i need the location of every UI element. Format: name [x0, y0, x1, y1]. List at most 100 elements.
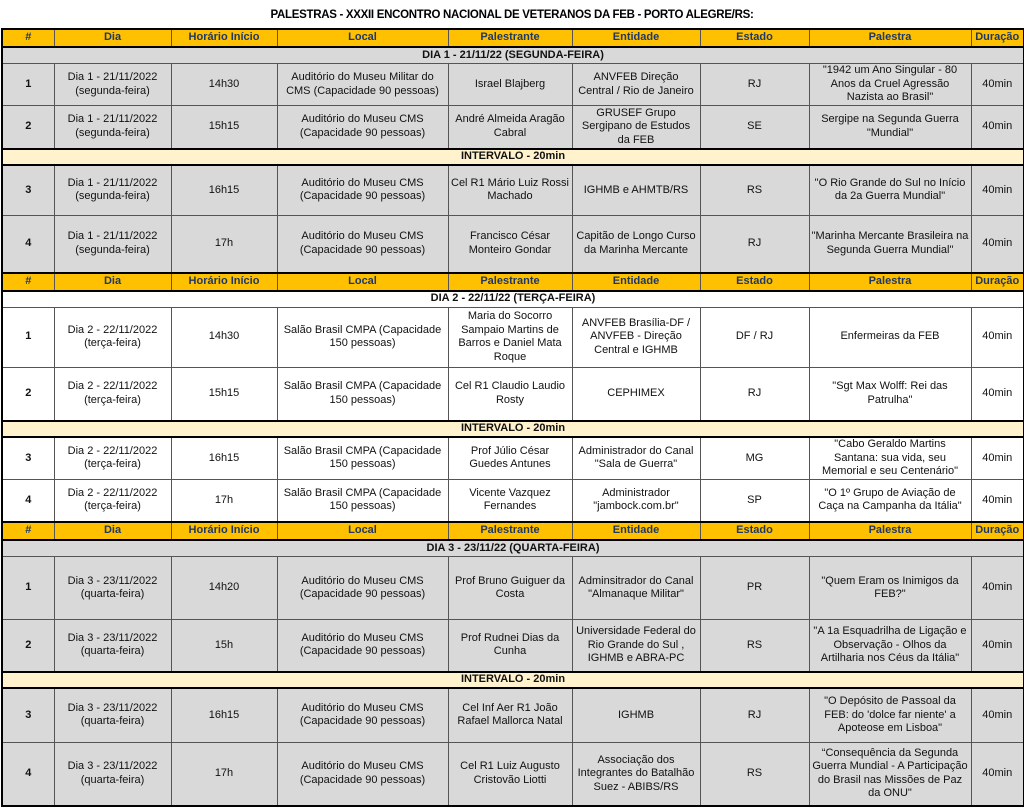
column-header-row-number: #	[1, 28, 55, 48]
cell-duration: 40min	[970, 215, 1024, 273]
cell-duration: 40min	[970, 556, 1024, 620]
cell-entity: CEPHIMEX	[571, 366, 701, 422]
cell-row-number: 4	[1, 478, 55, 523]
column-header-location: Local	[276, 271, 449, 292]
cell-start-time: 15h15	[170, 105, 278, 149]
column-header-location: Local	[276, 521, 449, 541]
cell-location: Auditório do Museu CMS (Capacidade 90 pe…	[276, 687, 449, 743]
cell-state: PR	[699, 556, 810, 620]
cell-speaker: Cel R1 Luiz Augusto Cristovão Liotti	[447, 742, 573, 806]
cell-state: RS	[699, 742, 810, 806]
interval-label: INTERVALO - 20min	[1, 670, 1024, 689]
column-header-duration: Duração	[970, 28, 1024, 48]
cell-row-number: 2	[1, 105, 55, 149]
cell-day: Dia 1 - 21/11/2022 (segunda-feira)	[53, 215, 172, 273]
table-row: 3 Dia 2 - 22/11/2022 (terça-feira) 16h15 Sal…	[1, 436, 1024, 480]
cell-speaker: Francisco César Monteiro Gondar	[447, 215, 573, 273]
cell-entity: Associação dos Integrantes do Batalhão S…	[571, 742, 701, 806]
cell-day: Dia 3 - 23/11/2022 (quarta-feira)	[53, 619, 172, 672]
column-header-duration: Duração	[970, 521, 1024, 541]
column-header-lecture: Palestra	[808, 271, 972, 292]
cell-entity: GRUSEF Grupo Sergipano de Estudos da FEB	[571, 105, 701, 149]
cell-state: SE	[699, 105, 810, 149]
cell-row-number: 1	[1, 63, 55, 106]
day-label: DIA 3 - 23/11/22 (QUARTA-FEIRA)	[1, 539, 1024, 557]
cell-state: DF / RJ	[699, 306, 810, 368]
cell-duration: 40min	[970, 63, 1024, 106]
column-header-entity: Entidade	[571, 28, 701, 48]
column-header-start-time: Horário Início	[170, 28, 278, 48]
cell-lecture: "O Rio Grande do Sul no Início da 2a Gue…	[808, 164, 972, 216]
cell-speaker: Cel R1 Claudio Laudio Rosty	[447, 366, 573, 422]
table-row: 2 Dia 1 - 21/11/2022 (segunda-feira) 15h15 A…	[1, 105, 1024, 149]
cell-entity: Administrador do Canal "Sala de Guerra"	[571, 436, 701, 480]
cell-day: Dia 1 - 21/11/2022 (segunda-feira)	[53, 164, 172, 216]
cell-state: RJ	[699, 63, 810, 106]
cell-day: Dia 2 - 22/11/2022 (terça-feira)	[53, 306, 172, 368]
cell-duration: 40min	[970, 687, 1024, 743]
cell-row-number: 4	[1, 742, 55, 806]
table-row: 4 Dia 2 - 22/11/2022 (terça-feira) 17h Salão…	[1, 478, 1024, 523]
cell-day: Dia 1 - 21/11/2022 (segunda-feira)	[53, 63, 172, 106]
cell-row-number: 3	[1, 436, 55, 480]
cell-lecture: "O 1º Grupo de Aviação de Caça na Campan…	[808, 478, 972, 523]
cell-entity: Adminsitrador do Canal "Almanaque Milita…	[571, 556, 701, 620]
table-row: 4 Dia 3 - 23/11/2022 (quarta-feira) 17h Audi…	[1, 742, 1024, 806]
interval-label: INTERVALO - 20min	[1, 420, 1024, 438]
cell-duration: 40min	[970, 164, 1024, 216]
cell-day: Dia 2 - 22/11/2022 (terça-feira)	[53, 366, 172, 422]
cell-duration: 40min	[970, 478, 1024, 523]
cell-entity: IGHMB e AHMTB/RS	[571, 164, 701, 216]
cell-start-time: 15h15	[170, 366, 278, 422]
interval-row: INTERVALO - 20min	[1, 420, 1024, 438]
header-row: # Dia Horário Início Local Palestrante Entida…	[1, 28, 1024, 48]
column-header-location: Local	[276, 28, 449, 48]
cell-start-time: 16h15	[170, 687, 278, 743]
column-header-lecture: Palestra	[808, 28, 972, 48]
cell-lecture: Enfermeiras da FEB	[808, 306, 972, 368]
cell-state: SP	[699, 478, 810, 523]
cell-start-time: 14h30	[170, 306, 278, 368]
cell-state: RS	[699, 619, 810, 672]
cell-duration: 40min	[970, 306, 1024, 368]
cell-day: Dia 2 - 22/11/2022 (terça-feira)	[53, 436, 172, 480]
cell-row-number: 1	[1, 556, 55, 620]
day-header-row: DIA 1 - 21/11/22 (SEGUNDA-FEIRA)	[1, 46, 1024, 64]
cell-speaker: Prof Rudnei Dias da Cunha	[447, 619, 573, 672]
column-header-speaker: Palestrante	[447, 28, 573, 48]
column-header-speaker: Palestrante	[447, 271, 573, 292]
cell-speaker: Prof Bruno Guiguer da Costa	[447, 556, 573, 620]
cell-location: Auditório do Museu CMS (Capacidade 90 pe…	[276, 164, 449, 216]
table-row: 3 Dia 3 - 23/11/2022 (quarta-feira) 16h15 Au…	[1, 687, 1024, 743]
cell-start-time: 16h15	[170, 164, 278, 216]
day-header-row: DIA 2 - 22/11/22 (TERÇA-FEIRA)	[1, 290, 1024, 308]
cell-duration: 40min	[970, 742, 1024, 806]
cell-entity: Universidade Federal do Rio Grande do Su…	[571, 619, 701, 672]
schedule-table: # Dia Horário Início Local Palestrante Entida…	[1, 28, 1024, 807]
cell-state: RS	[699, 164, 810, 216]
cell-start-time: 17h	[170, 742, 278, 806]
cell-speaker: Vicente Vazquez Fernandes	[447, 478, 573, 523]
cell-start-time: 16h15	[170, 436, 278, 480]
table-row: 2 Dia 2 - 22/11/2022 (terça-feira) 15h15 Sal…	[1, 366, 1024, 422]
cell-entity: IGHMB	[571, 687, 701, 743]
cell-entity: ANVFEB Brasília-DF / ANVFEB - Direção Ce…	[571, 306, 701, 368]
table-row: 1 Dia 1 - 21/11/2022 (segunda-feira) 14h30 A…	[1, 63, 1024, 106]
cell-lecture: "Sgt Max Wolff: Rei das Patrulha"	[808, 366, 972, 422]
day-header-row: DIA 3 - 23/11/22 (QUARTA-FEIRA)	[1, 539, 1024, 557]
day-label: DIA 1 - 21/11/22 (SEGUNDA-FEIRA)	[1, 46, 1024, 64]
header-row: # Dia Horário Início Local Palestrante Entida…	[1, 521, 1024, 541]
cell-location: Auditório do Museu CMS (Capacidade 90 pe…	[276, 556, 449, 620]
table-row: 3 Dia 1 - 21/11/2022 (segunda-feira) 16h15 A…	[1, 164, 1024, 216]
cell-day: Dia 3 - 23/11/2022 (quarta-feira)	[53, 687, 172, 743]
cell-speaker: Cel Inf Aer R1 João Rafael Mallorca Nata…	[447, 687, 573, 743]
cell-lecture: "1942 um Ano Singular - 80 Anos da Cruel…	[808, 63, 972, 106]
cell-day: Dia 3 - 23/11/2022 (quarta-feira)	[53, 742, 172, 806]
cell-lecture: "Cabo Geraldo Martins Santana: sua vida,…	[808, 436, 972, 480]
cell-state: MG	[699, 436, 810, 480]
cell-location: Auditório do Museu Militar do CMS (Capac…	[276, 63, 449, 106]
cell-state: RJ	[699, 366, 810, 422]
interval-row: INTERVALO - 20min	[1, 147, 1024, 166]
cell-duration: 40min	[970, 619, 1024, 672]
cell-start-time: 15h	[170, 619, 278, 672]
